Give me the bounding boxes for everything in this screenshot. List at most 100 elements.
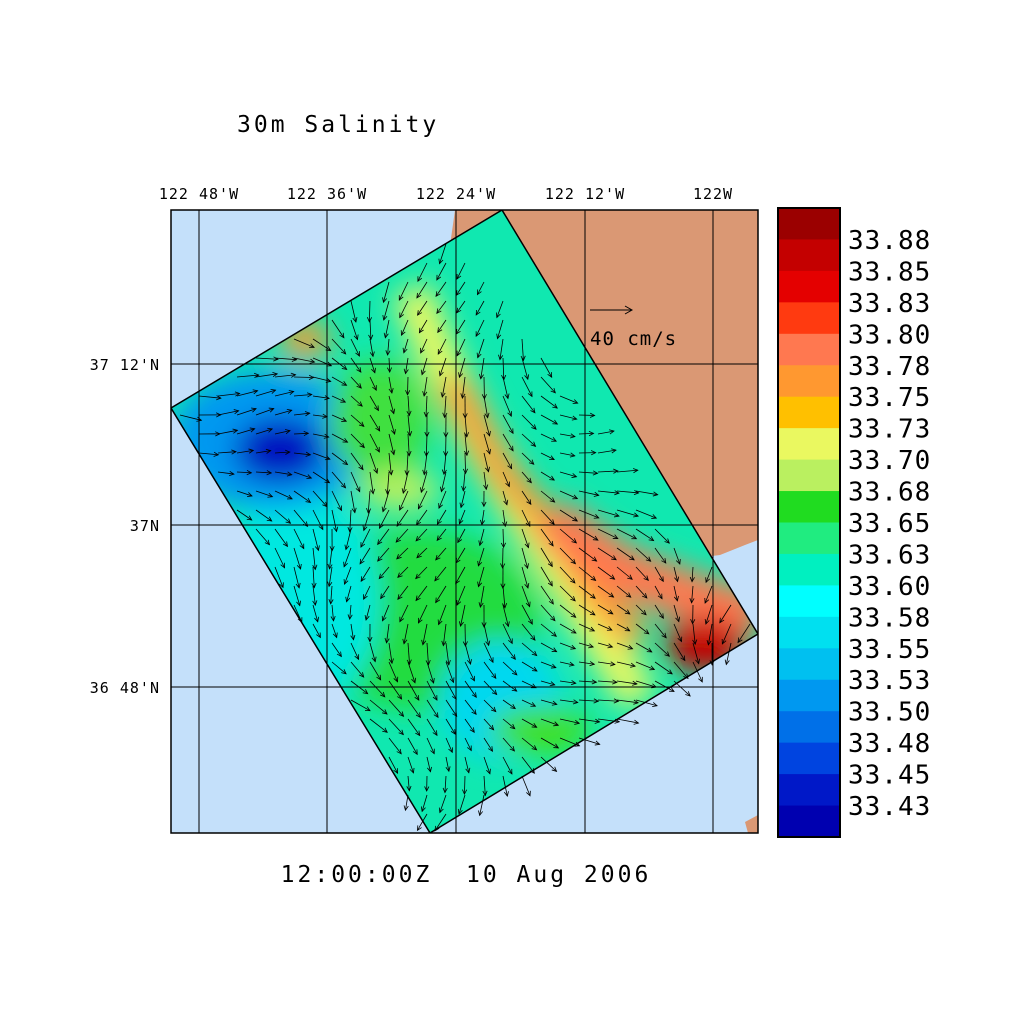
velocity-arrow-head: [613, 512, 620, 518]
velocity-arrow-head: [652, 702, 658, 708]
velocity-arrow: [597, 718, 620, 723]
velocity-arrow: [417, 300, 428, 316]
velocity-arrow: [274, 374, 296, 378]
velocity-arrow-head: [423, 411, 429, 418]
velocity-arrow-head: [432, 695, 438, 701]
velocity-arrow: [386, 623, 390, 643]
velocity-arrow: [540, 661, 557, 669]
velocity-arrow: [435, 281, 447, 297]
velocity-arrow: [255, 357, 278, 360]
velocity-arrow: [673, 547, 681, 565]
velocity-arrow-head: [704, 619, 710, 625]
scale-label: 40 cm/s: [590, 328, 677, 350]
velocity-arrow-head: [412, 749, 418, 756]
velocity-arrow-head: [594, 740, 601, 746]
velocity-arrow-head: [503, 791, 509, 798]
velocity-arrow-head: [251, 407, 257, 413]
velocity-arrow-head: [282, 541, 289, 548]
velocity-arrow-head: [633, 512, 640, 518]
velocity-arrow-head: [591, 679, 598, 685]
velocity-arrow-head: [382, 297, 388, 304]
velocity-arrow: [407, 433, 410, 456]
colorbar-label: 33.75: [848, 383, 931, 413]
velocity-arrow: [293, 471, 312, 479]
velocity-arrow: [331, 642, 342, 657]
velocity-arrow-head: [491, 689, 498, 696]
velocity-arrow: [502, 642, 516, 660]
colorbar-swatch: [778, 459, 840, 492]
velocity-arrow-head: [471, 709, 477, 716]
velocity-arrow: [387, 338, 390, 356]
velocity-arrow: [255, 450, 271, 454]
velocity-arrow-head: [550, 615, 556, 622]
velocity-arrow: [597, 528, 618, 539]
velocity-arrow-head: [477, 581, 483, 588]
velocity-arrow: [540, 509, 555, 525]
velocity-arrow-head: [400, 330, 406, 337]
velocity-arrow: [478, 566, 485, 587]
velocity-arrow: [654, 528, 670, 544]
velocity-arrow-head: [406, 659, 412, 666]
velocity-arrow: [274, 547, 285, 568]
velocity-arrow-head: [448, 747, 453, 754]
velocity-arrow: [635, 566, 649, 581]
velocity-arrow-head: [611, 555, 617, 561]
velocity-arrow-head: [593, 698, 600, 704]
velocity-arrow-head: [405, 390, 411, 396]
velocity-arrow-head: [551, 700, 558, 706]
velocity-arrow-head: [374, 405, 379, 412]
velocity-arrow: [442, 623, 447, 646]
velocity-arrow: [479, 794, 485, 816]
velocity-arrow-head: [360, 542, 366, 548]
velocity-arrow-head: [614, 490, 620, 496]
velocity-arrow-head: [462, 789, 468, 796]
velocity-arrow-head: [409, 767, 415, 774]
velocity-arrow-head: [551, 647, 558, 653]
velocity-arrow: [369, 433, 380, 453]
velocity-arrow-head: [359, 558, 365, 565]
velocity-arrow: [502, 433, 514, 452]
velocity-arrow-head: [435, 597, 441, 604]
velocity-arrow-head: [441, 640, 447, 647]
velocity-arrow-head: [689, 597, 695, 604]
velocity-arrow: [403, 623, 409, 644]
velocity-arrow-head: [462, 468, 468, 475]
velocity-arrow: [616, 661, 636, 667]
velocity-arrow: [704, 585, 713, 604]
velocity-arrow-head: [382, 709, 388, 715]
velocity-arrow: [293, 338, 315, 348]
velocity-arrow-head: [406, 450, 412, 457]
colorbar-swatch: [778, 428, 840, 461]
velocity-arrow-head: [456, 600, 462, 606]
velocity-arrow-head: [395, 537, 401, 543]
velocity-arrow-head: [470, 675, 475, 682]
velocity-arrow: [445, 642, 450, 665]
velocity-arrow: [502, 623, 513, 644]
velocity-arrow: [255, 428, 273, 435]
velocity-arrow: [540, 528, 554, 547]
velocity-arrow-head: [524, 582, 530, 589]
velocity-arrow: [407, 680, 420, 701]
velocity-arrow: [388, 737, 402, 755]
velocity-arrow-head: [390, 429, 396, 435]
velocity-arrow: [397, 585, 409, 600]
velocity-arrow-head: [339, 332, 345, 339]
velocity-arrow: [540, 452, 555, 460]
velocity-arrow: [502, 775, 508, 797]
velocity-arrow: [502, 452, 512, 469]
velocity-arrow: [455, 319, 466, 335]
velocity-arrow-head: [460, 393, 466, 399]
velocity-arrow-head: [695, 658, 701, 665]
velocity-arrow-head: [611, 448, 617, 454]
velocity-arrow-head: [351, 507, 357, 514]
velocity-arrow-head: [704, 597, 710, 604]
velocity-arrow: [559, 585, 576, 602]
velocity-arrow-head: [364, 706, 371, 712]
velocity-arrow: [369, 357, 376, 373]
velocity-arrow-head: [592, 535, 599, 541]
velocity-arrow-head: [268, 407, 275, 413]
velocity-arrow-head: [553, 743, 560, 749]
velocity-arrow-head: [571, 538, 578, 544]
velocity-arrow: [217, 471, 234, 475]
velocity-arrow: [274, 451, 290, 454]
